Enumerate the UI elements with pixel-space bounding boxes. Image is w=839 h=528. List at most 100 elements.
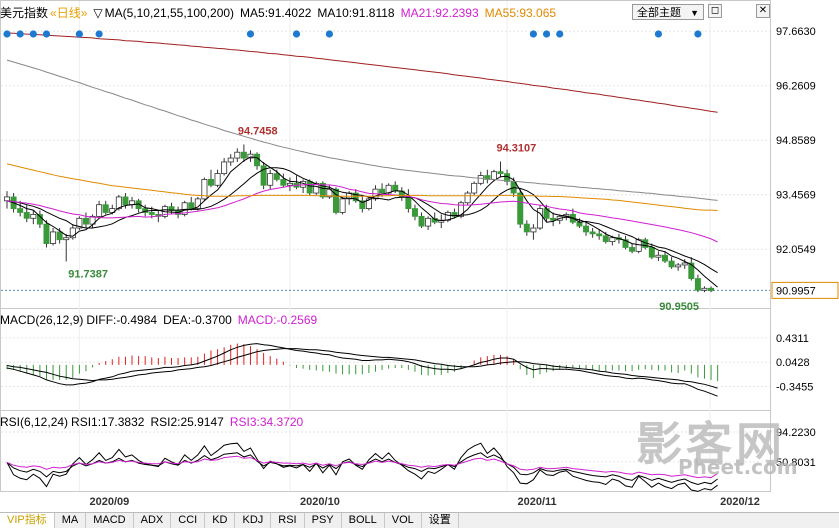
signal-dot [3, 30, 11, 38]
tab-2[interactable]: MACD [86, 513, 134, 528]
theme-select[interactable]: 全部主题 ▼ [632, 4, 704, 20]
tab-9[interactable]: BOLL [342, 513, 385, 528]
candle [576, 221, 583, 227]
candle [418, 215, 425, 227]
candle [260, 165, 267, 186]
ma10-value: MA10:91.8118 [317, 6, 395, 20]
tab-10[interactable]: VOL [385, 513, 422, 528]
candle [221, 161, 228, 175]
price-ytick-label: 97.6630 [776, 26, 816, 38]
candle [648, 247, 655, 258]
watermark-latin: Pheet.com [678, 455, 798, 479]
candle [313, 182, 320, 194]
candle [609, 237, 616, 243]
signal-dot [694, 30, 702, 38]
main-panel-frame [0, 0, 771, 309]
price-panel[interactable]: 94.7458 94.3107 91.7387 90.9505 [1, 30, 770, 313]
rsi-panel[interactable] [6, 442, 718, 492]
candle [629, 247, 636, 252]
ma5-line [6, 156, 718, 288]
rsi-header: RSI(6,12,24) RSI1:17.3832 RSI2:25.9147 RSI3… [0, 412, 309, 432]
chart-title: 美元指数 [0, 6, 49, 20]
signal-dot [556, 30, 564, 38]
tab-5[interactable]: KD [205, 513, 236, 528]
rsi1-value: RSI1:17.3832 [71, 415, 145, 429]
tab-4[interactable]: CCI [171, 513, 206, 528]
candle [458, 202, 465, 217]
candle [622, 239, 629, 248]
restore-button[interactable]: ◻ [708, 4, 722, 18]
candle [115, 196, 122, 209]
signal-dot [16, 30, 24, 38]
candle [240, 151, 247, 159]
rsi2-value: RSI2:25.9147 [150, 415, 224, 429]
xtick-label: 2020/10 [300, 496, 340, 508]
ma-params: MA(5,10,21,55,100,200) [104, 6, 235, 20]
rsi1-line [6, 442, 718, 492]
ma200-line [6, 32, 718, 113]
price-annotation: 91.7387 [68, 268, 108, 280]
tab-7[interactable]: RSI [271, 513, 305, 528]
candle [267, 173, 274, 186]
signal-dot [292, 30, 301, 38]
candle [675, 264, 682, 268]
candle [405, 196, 412, 209]
tab-3[interactable]: ADX [134, 513, 172, 528]
watermark-chinese: 影客网 [636, 417, 786, 471]
candle [181, 202, 188, 215]
ma5-value: MA5:91.4022 [240, 6, 312, 20]
tab-6[interactable]: KDJ [235, 513, 272, 528]
rsi-params: RSI(6,12,24) [0, 415, 69, 429]
macd-dea: DEA:-0.3700 [163, 313, 232, 327]
candle [96, 204, 103, 217]
candle [4, 196, 10, 202]
signal-dot [325, 30, 334, 38]
candle [188, 202, 195, 209]
indicator-tab-bar: VIP指标 MA MACD ADX CCI KD KDJ RSI PSY BOLL VOL 设置 [0, 512, 839, 528]
candle [214, 173, 221, 186]
rsi-panel-frame [0, 410, 771, 492]
candle [411, 208, 418, 217]
candle [451, 212, 458, 217]
tab-0[interactable]: VIP指标 [0, 513, 55, 528]
signal-dot [42, 30, 51, 38]
candle [530, 227, 537, 233]
candle [306, 180, 313, 194]
ma55-value: MA55:93.065 [484, 6, 557, 20]
candle [56, 231, 63, 241]
candle [30, 214, 37, 219]
macd-panel[interactable] [6, 343, 719, 397]
candle [536, 208, 543, 229]
collapse-triangle-icon[interactable]: ▽ [93, 6, 103, 20]
xtick-label: 2020/12 [720, 496, 760, 508]
candle [425, 217, 432, 227]
period-label[interactable]: «日线» [50, 6, 88, 20]
tab-8[interactable]: PSY [305, 513, 342, 528]
candle [471, 182, 478, 194]
candle [339, 198, 346, 213]
signal-dot [95, 30, 103, 38]
candle [602, 235, 609, 243]
candle [490, 171, 497, 180]
candle [655, 254, 662, 258]
tab-1[interactable]: MA [55, 513, 87, 528]
candle [319, 182, 326, 198]
chevron-down-icon: ▼ [690, 8, 699, 18]
candle [50, 231, 57, 244]
price-annotation: 90.9505 [659, 301, 699, 313]
candle [668, 260, 675, 268]
candle [43, 223, 50, 244]
macd-ytick-label: 0.0428 [776, 357, 810, 369]
candle [227, 157, 234, 163]
signal-dot [529, 30, 538, 38]
candle [596, 233, 603, 237]
candle [286, 182, 293, 186]
tab-11[interactable]: 设置 [422, 513, 459, 528]
candle [201, 179, 208, 200]
dollar-index-chart[interactable]: 94.7458 94.3107 91.7387 90.9505 97.6630 96.2… [0, 0, 839, 512]
close-button[interactable]: ✕ [756, 4, 770, 18]
price-ytick-label: 92.0549 [776, 244, 816, 256]
price-annotation: 94.7458 [238, 125, 278, 137]
main-header: 美元指数 «日线» ▽ MA(5,10,21,55,100,200) MA5:91.40… [0, 3, 562, 23]
diff-line [6, 343, 718, 397]
